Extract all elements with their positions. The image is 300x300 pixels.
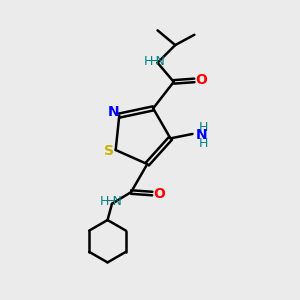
Text: H: H xyxy=(199,121,208,134)
Text: ─N: ─N xyxy=(105,195,122,208)
Text: N: N xyxy=(108,105,120,119)
Text: O: O xyxy=(153,187,165,200)
Text: ─N: ─N xyxy=(148,55,165,68)
Text: O: O xyxy=(195,74,207,87)
Text: S: S xyxy=(104,145,114,158)
Text: N: N xyxy=(196,128,208,142)
Text: H: H xyxy=(100,195,109,208)
Text: H: H xyxy=(143,55,153,68)
Text: H: H xyxy=(199,137,208,150)
